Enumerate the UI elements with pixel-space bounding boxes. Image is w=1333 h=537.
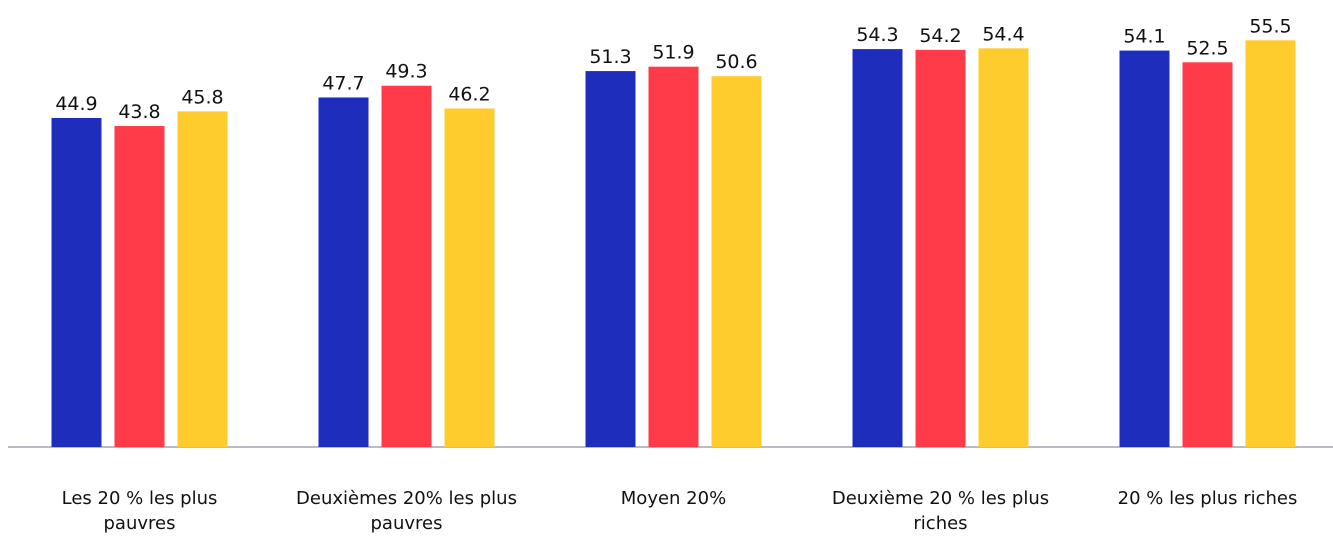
x-tick-label: Les 20 % les plus pauvres (61, 488, 218, 534)
value-label: 49.3 (385, 61, 427, 83)
value-label: 51.9 (652, 42, 694, 64)
value-label: 46.2 (448, 83, 490, 105)
x-tick-label: Deuxième 20 % les plus riches (831, 488, 1050, 534)
bar (114, 126, 165, 448)
value-label: 45.8 (181, 86, 223, 108)
x-tick-label: Moyen 20% (620, 488, 727, 509)
x-tick-label: Deuxièmes 20% les plus pauvres (296, 488, 517, 534)
bar (915, 49, 966, 448)
value-label: 54.1 (1123, 26, 1165, 48)
value-label: 55.5 (1249, 15, 1291, 37)
bar (318, 97, 369, 447)
value-label: 54.3 (856, 24, 898, 46)
value-label: 54.2 (919, 25, 961, 47)
bar (444, 108, 495, 448)
bar (51, 117, 102, 447)
x-tick-label: 20 % les plus riches (1117, 488, 1298, 509)
value-label: 51.3 (589, 46, 631, 68)
bar (177, 111, 228, 447)
bar (852, 49, 903, 448)
bar (1182, 62, 1233, 447)
bar (1245, 40, 1296, 447)
value-label: 54.4 (982, 23, 1024, 45)
value-label: 52.5 (1186, 37, 1228, 59)
bar (1119, 50, 1170, 448)
bar (381, 85, 432, 447)
bar (711, 76, 762, 447)
bar (648, 66, 699, 448)
value-label: 43.8 (118, 101, 160, 123)
bar (978, 48, 1029, 448)
bar (585, 71, 636, 448)
value-label: 44.9 (55, 93, 97, 115)
value-label: 47.7 (322, 72, 364, 94)
value-label: 50.6 (715, 51, 757, 73)
